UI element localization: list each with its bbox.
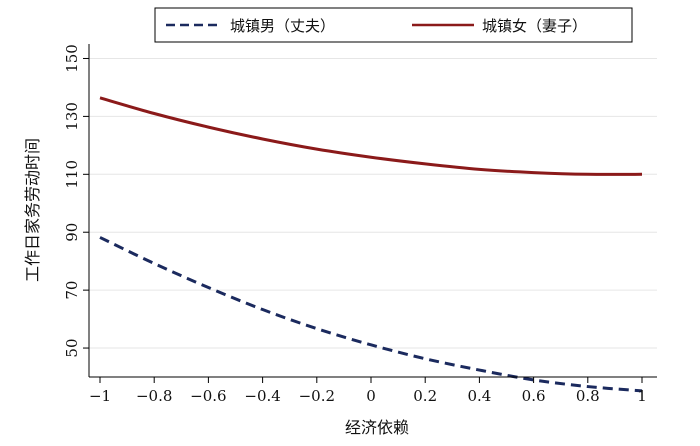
y-axis-label: 工作日家务劳动时间 xyxy=(23,138,42,282)
x-tick-label: 0 xyxy=(366,387,376,405)
x-tick-label: −0.2 xyxy=(299,387,335,405)
gridlines xyxy=(89,57,657,349)
y-ticks: 50 70 90 110 130 150 xyxy=(63,44,89,358)
legend-box xyxy=(154,7,633,43)
legend-label-husband: 城镇男（丈夫） xyxy=(230,17,335,35)
x-tick-label: 0.2 xyxy=(413,387,437,405)
series-line-0 xyxy=(99,236,643,393)
x-tick-label: 0.4 xyxy=(467,387,491,405)
y-tick-label: 150 xyxy=(63,44,81,73)
legend-label-wife: 城镇女（妻子） xyxy=(482,17,587,35)
x-tick-label: 1 xyxy=(637,387,647,405)
x-tick-label: −0.8 xyxy=(136,387,172,405)
legend: 城镇男（丈夫） 城镇女（妻子） xyxy=(154,7,633,43)
series-layer xyxy=(99,96,643,393)
x-tick-label: −0.6 xyxy=(190,387,226,405)
y-tick-label: 70 xyxy=(63,281,81,300)
x-tick-label: −0.4 xyxy=(244,387,280,405)
y-tick-label: 50 xyxy=(63,338,81,357)
x-axis-label: 经济依赖 xyxy=(345,418,409,437)
x-ticks: −1 −0.8 −0.6 −0.4 −0.2 0 0.2 0.4 0.6 0.8 1 xyxy=(89,377,647,405)
series-line-1 xyxy=(99,96,643,176)
x-tick-label: 0.8 xyxy=(576,387,600,405)
x-tick-label: 0.6 xyxy=(522,387,546,405)
x-tick-label: −1 xyxy=(89,387,111,405)
y-tick-label: 110 xyxy=(63,160,81,189)
axes xyxy=(88,44,657,378)
y-tick-label: 130 xyxy=(63,102,81,131)
y-tick-label: 90 xyxy=(63,223,81,242)
